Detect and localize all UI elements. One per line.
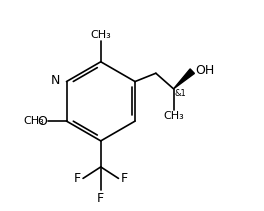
Text: F: F xyxy=(74,172,81,185)
Text: CH₃: CH₃ xyxy=(90,30,111,40)
Text: O: O xyxy=(37,115,47,128)
Text: F: F xyxy=(121,172,128,185)
Text: CH₃: CH₃ xyxy=(163,111,184,121)
Polygon shape xyxy=(173,69,194,89)
Text: &1: &1 xyxy=(175,89,186,98)
Text: F: F xyxy=(97,192,104,205)
Text: OH: OH xyxy=(195,64,214,77)
Text: CH₃: CH₃ xyxy=(23,116,44,126)
Text: N: N xyxy=(51,74,60,87)
